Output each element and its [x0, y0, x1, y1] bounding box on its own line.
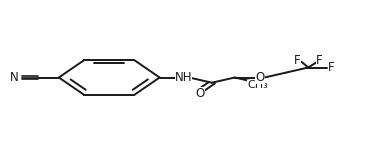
Text: O: O	[195, 87, 205, 100]
Text: CH₃: CH₃	[247, 80, 268, 90]
Text: F: F	[328, 61, 335, 74]
Text: F: F	[315, 54, 322, 67]
Text: F: F	[294, 54, 301, 67]
Text: N: N	[10, 71, 19, 84]
Text: O: O	[255, 71, 265, 84]
Text: NH: NH	[175, 71, 193, 84]
